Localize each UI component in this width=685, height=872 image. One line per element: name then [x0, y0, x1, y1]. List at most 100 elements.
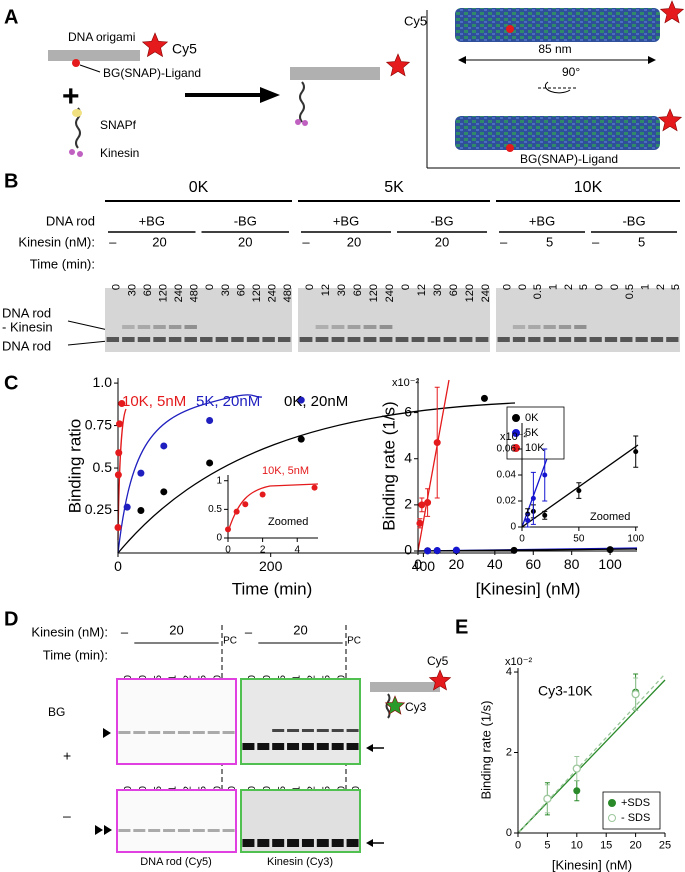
conc-label: 5 [638, 234, 645, 249]
band [543, 337, 556, 342]
time-label: 5 [197, 786, 208, 792]
point [530, 495, 536, 501]
band [133, 829, 146, 832]
time-label: 5 [197, 675, 208, 681]
point [606, 546, 614, 554]
y-tick-label: 4 [506, 666, 512, 678]
band [242, 743, 255, 750]
y-tick-label: 4 [404, 449, 412, 465]
label: Cy5 [172, 41, 197, 57]
point [123, 503, 131, 511]
time-label: 480 [282, 284, 294, 302]
band [574, 337, 587, 342]
conc-label: 20 [169, 622, 183, 637]
band [122, 337, 135, 342]
x-tick-label: 0 [225, 545, 231, 556]
row-label: Time (min): [30, 256, 95, 271]
legend-label: 5K [525, 427, 539, 439]
time-label: 120 [157, 284, 169, 302]
point [259, 491, 266, 498]
time-label: 0 [502, 284, 514, 290]
point [576, 488, 582, 494]
band [177, 829, 190, 832]
point [510, 546, 518, 554]
star [385, 53, 411, 77]
row-label: Kinesin (nM): [18, 234, 95, 249]
bg-header: -BG [234, 213, 257, 228]
conc-label: – [245, 624, 253, 639]
x-tick-label: 400 [412, 558, 436, 574]
band [589, 337, 602, 342]
point [206, 459, 214, 467]
time-label: 2 [183, 786, 194, 792]
time-label: 240 [480, 284, 492, 302]
label: Kinesin [100, 146, 139, 160]
conc-label: 20 [435, 234, 449, 249]
point [418, 501, 426, 509]
point [297, 396, 305, 404]
band [222, 731, 235, 734]
legend-label: +SDS [621, 797, 650, 809]
time-label: 2 [307, 675, 318, 681]
x-tick-label: 100 [598, 556, 622, 572]
time-label: 0 [594, 284, 606, 290]
band [666, 337, 679, 342]
point [416, 519, 424, 527]
band [347, 337, 361, 342]
x-tick-label: 5 [544, 840, 550, 852]
time-label: 5 [670, 284, 682, 290]
band [363, 325, 377, 329]
panel-label: C [4, 372, 18, 394]
y-tick-label: 0 [510, 522, 516, 533]
band [528, 325, 541, 329]
band [287, 839, 300, 847]
band [528, 337, 541, 342]
band [207, 731, 220, 734]
band [331, 337, 345, 342]
band [246, 337, 260, 342]
band [427, 337, 441, 342]
x-tick-label: 40 [487, 556, 503, 572]
band [475, 337, 489, 342]
time-label: 2 [655, 284, 667, 290]
band [192, 829, 205, 832]
annotation: Zoomed [268, 516, 308, 528]
time-label: 60 [142, 284, 154, 296]
legend-marker [512, 414, 520, 422]
label: Cy3 [405, 700, 427, 714]
band [301, 839, 314, 847]
band [346, 839, 359, 847]
band [379, 337, 393, 342]
time-label: 1 [292, 786, 303, 792]
label: BG [48, 705, 65, 719]
star [428, 669, 452, 691]
y-axis-label: Binding rate (1/s) [379, 401, 398, 530]
label: + [62, 80, 80, 113]
x-tick-label: 4 [294, 545, 300, 556]
point [433, 439, 441, 447]
star [384, 695, 406, 715]
gel-label: DNA rod [2, 305, 51, 320]
time-label: 0 [262, 786, 273, 792]
band [133, 731, 146, 734]
x-tick-label: 50 [573, 534, 585, 545]
pc-label: PC [223, 636, 237, 647]
gel [298, 288, 490, 352]
panel-label: D [4, 608, 18, 630]
gel [116, 789, 237, 853]
point [137, 469, 145, 477]
point [114, 524, 122, 532]
point [242, 501, 249, 508]
point [543, 794, 552, 803]
time-label: 30 [220, 284, 232, 296]
x-tick-label: 100 [627, 534, 644, 545]
point [433, 546, 441, 554]
time-label: 60 [352, 284, 364, 296]
label: BG(SNAP)-Ligand [520, 152, 618, 166]
band [242, 839, 255, 847]
time-label: 120 [368, 284, 380, 302]
y-tick-label: 0.5 [93, 459, 113, 475]
time-label: 480 [189, 284, 201, 302]
point [573, 787, 581, 795]
label: BG(SNAP)-Ligand [103, 66, 201, 80]
